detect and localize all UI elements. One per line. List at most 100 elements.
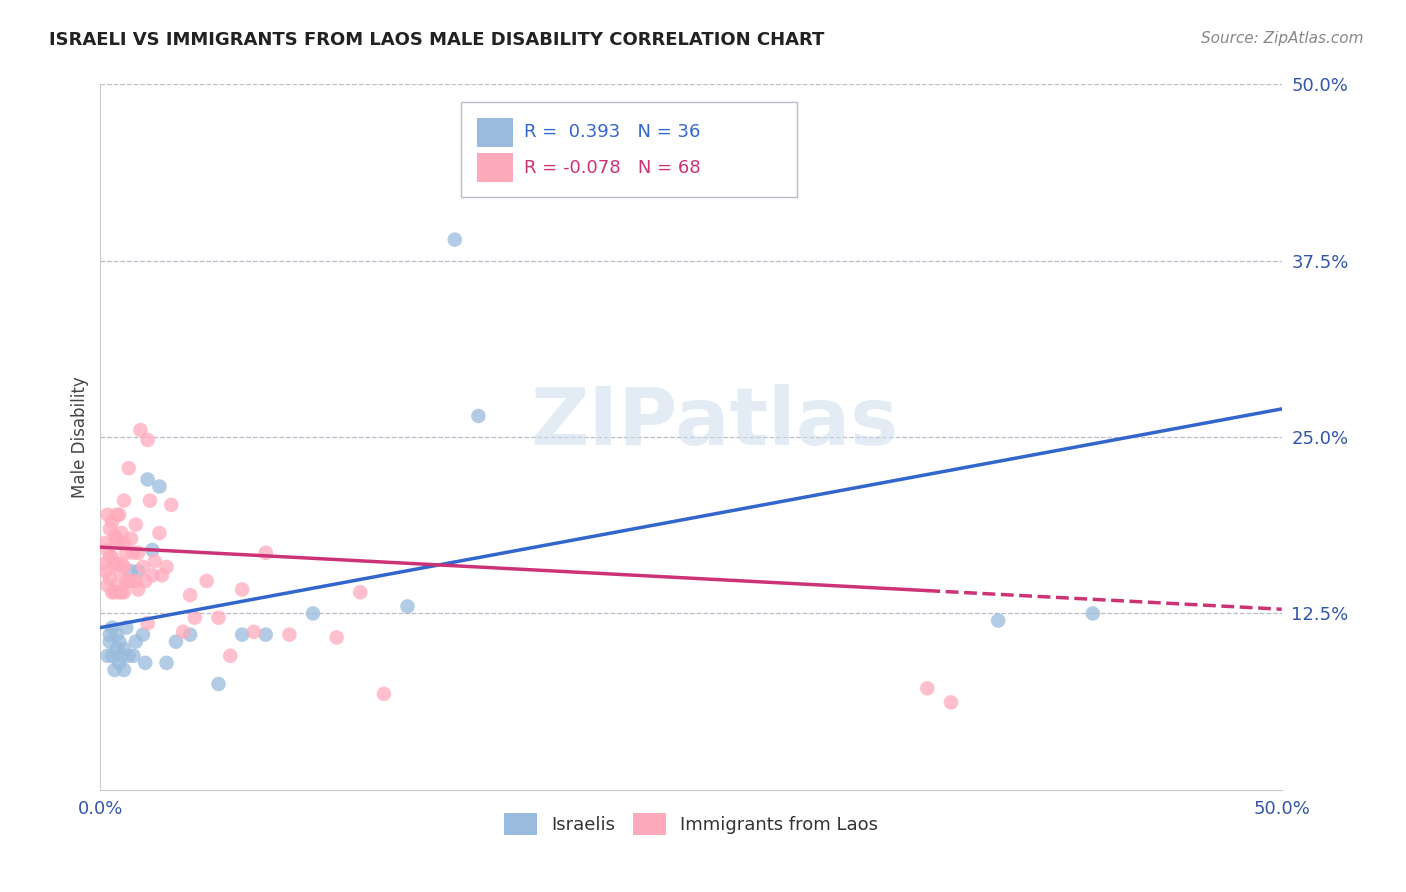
Text: Source: ZipAtlas.com: Source: ZipAtlas.com bbox=[1201, 31, 1364, 46]
Point bbox=[134, 656, 156, 670]
Point bbox=[108, 564, 131, 578]
Point bbox=[148, 479, 170, 493]
Point bbox=[373, 687, 395, 701]
Point bbox=[103, 585, 125, 599]
Point bbox=[101, 585, 124, 599]
Point bbox=[467, 409, 489, 423]
Text: R = -0.078   N = 68: R = -0.078 N = 68 bbox=[524, 159, 702, 177]
Point bbox=[115, 546, 138, 560]
Point bbox=[112, 585, 135, 599]
Point bbox=[125, 517, 148, 532]
Bar bbox=[477, 153, 513, 183]
Point bbox=[96, 508, 118, 522]
Point bbox=[118, 574, 141, 588]
Point bbox=[96, 648, 118, 663]
Point bbox=[108, 585, 131, 599]
Point bbox=[115, 621, 138, 635]
Point bbox=[139, 493, 162, 508]
Point bbox=[125, 634, 148, 648]
Point bbox=[243, 624, 266, 639]
Point bbox=[108, 536, 131, 550]
Point bbox=[127, 582, 149, 597]
Point bbox=[103, 663, 125, 677]
Point bbox=[254, 546, 277, 560]
Point bbox=[118, 461, 141, 475]
Bar bbox=[477, 118, 513, 147]
Point bbox=[155, 560, 177, 574]
Point bbox=[98, 627, 121, 641]
Point bbox=[94, 564, 117, 578]
Point bbox=[105, 508, 128, 522]
Point bbox=[254, 627, 277, 641]
Point bbox=[110, 585, 132, 599]
Point bbox=[110, 526, 132, 541]
Point bbox=[325, 631, 347, 645]
Point bbox=[103, 529, 125, 543]
Point bbox=[120, 532, 142, 546]
FancyBboxPatch shape bbox=[461, 102, 797, 197]
Point bbox=[396, 599, 419, 614]
Y-axis label: Male Disability: Male Disability bbox=[72, 376, 89, 498]
Point bbox=[103, 557, 125, 571]
Point bbox=[231, 582, 253, 597]
Point bbox=[112, 641, 135, 656]
Legend: Israelis, Immigrants from Laos: Israelis, Immigrants from Laos bbox=[496, 806, 886, 843]
Point bbox=[195, 574, 218, 588]
Point bbox=[141, 568, 163, 582]
Point bbox=[112, 536, 135, 550]
Point bbox=[127, 546, 149, 560]
Point bbox=[108, 508, 131, 522]
Point bbox=[184, 610, 207, 624]
Point bbox=[112, 560, 135, 574]
Point bbox=[98, 634, 121, 648]
Point bbox=[129, 423, 152, 437]
Point bbox=[443, 233, 465, 247]
Point bbox=[939, 695, 962, 709]
Point bbox=[160, 498, 183, 512]
Point bbox=[231, 627, 253, 641]
Point bbox=[302, 607, 325, 621]
Point bbox=[141, 543, 163, 558]
Point bbox=[101, 549, 124, 564]
Point bbox=[96, 578, 118, 592]
Point bbox=[136, 472, 159, 486]
Point bbox=[150, 568, 173, 582]
Point bbox=[278, 627, 301, 641]
Point bbox=[165, 634, 187, 648]
Point bbox=[101, 648, 124, 663]
Point bbox=[101, 621, 124, 635]
Point bbox=[155, 656, 177, 670]
Point bbox=[96, 543, 118, 558]
Point bbox=[118, 648, 141, 663]
Point bbox=[143, 554, 166, 568]
Point bbox=[98, 549, 121, 564]
Point bbox=[349, 585, 371, 599]
Point bbox=[94, 536, 117, 550]
Point bbox=[132, 627, 155, 641]
Point bbox=[98, 571, 121, 585]
Point bbox=[134, 574, 156, 588]
Point bbox=[207, 610, 229, 624]
Point bbox=[917, 681, 939, 696]
Point bbox=[148, 526, 170, 541]
Point bbox=[115, 574, 138, 588]
Text: ISRAELI VS IMMIGRANTS FROM LAOS MALE DISABILITY CORRELATION CHART: ISRAELI VS IMMIGRANTS FROM LAOS MALE DIS… bbox=[49, 31, 824, 49]
Point bbox=[172, 624, 194, 639]
Point bbox=[136, 433, 159, 447]
Point bbox=[105, 532, 128, 546]
Point bbox=[108, 634, 131, 648]
Point bbox=[105, 557, 128, 571]
Point bbox=[125, 574, 148, 588]
Point bbox=[98, 522, 121, 536]
Text: ZIPatlas: ZIPatlas bbox=[530, 384, 898, 462]
Point bbox=[112, 493, 135, 508]
Point bbox=[122, 546, 145, 560]
Point bbox=[101, 515, 124, 529]
Point bbox=[136, 616, 159, 631]
Point bbox=[179, 627, 201, 641]
Point bbox=[108, 656, 131, 670]
Point bbox=[219, 648, 242, 663]
Point bbox=[1081, 607, 1104, 621]
Point bbox=[127, 564, 149, 578]
Text: R =  0.393   N = 36: R = 0.393 N = 36 bbox=[524, 123, 700, 142]
